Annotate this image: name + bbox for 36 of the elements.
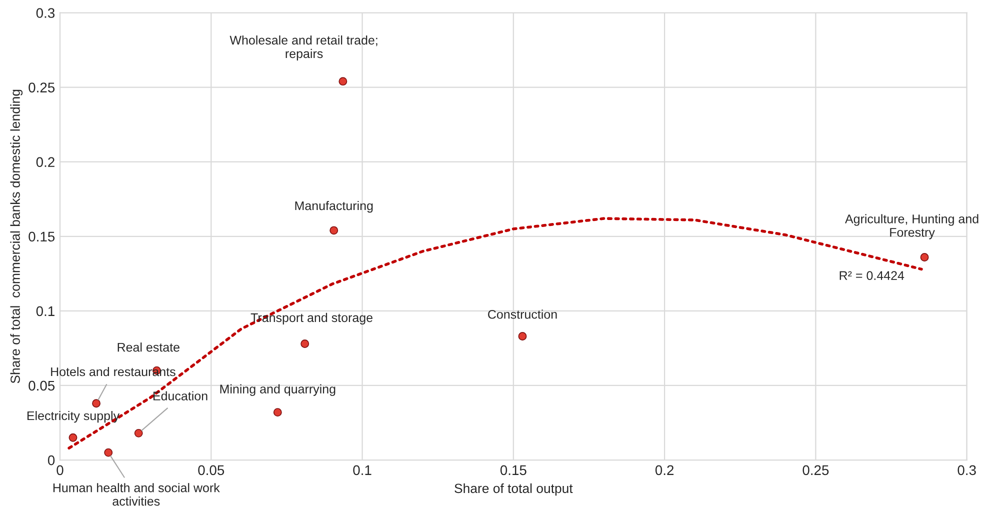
annotation: R² = 0.4424 bbox=[840, 271, 904, 280]
annotation: Mining and quarrying bbox=[220, 384, 336, 396]
annotation: Wholesale and retail trade; repairs bbox=[230, 35, 378, 61]
point bbox=[518, 332, 527, 340]
point bbox=[104, 448, 113, 457]
y-tick-label: 0.15 bbox=[28, 232, 55, 242]
annotation: Electricity supply bbox=[27, 410, 120, 423]
y-tick-label: 0.2 bbox=[36, 157, 54, 168]
x-tick-label: 0.25 bbox=[802, 465, 829, 476]
y-tick-label: 0.1 bbox=[36, 306, 54, 316]
point bbox=[68, 433, 78, 442]
x-tick-label: 0 bbox=[56, 465, 64, 476]
annotation: Agriculture, Hunting and Forestry bbox=[844, 214, 978, 240]
y-tick-label: 0 bbox=[48, 455, 55, 466]
point bbox=[920, 253, 929, 262]
annotation: Real estate bbox=[118, 342, 180, 352]
x-tick-label: 0.2 bbox=[655, 465, 674, 476]
annotation: Construction bbox=[488, 310, 557, 319]
point bbox=[92, 399, 100, 408]
point bbox=[338, 77, 348, 86]
x-tick-label: 0.05 bbox=[198, 465, 224, 476]
y-tick-label: 0.3 bbox=[36, 8, 55, 18]
x-axis-title: Share of total output bbox=[454, 483, 573, 496]
annotation: Education bbox=[153, 391, 208, 400]
y-tick-label: 0.05 bbox=[28, 380, 55, 391]
x-tick-label: 0.3 bbox=[958, 465, 976, 476]
annotation: Manufacturing bbox=[295, 200, 373, 213]
x-tick-label: 0.1 bbox=[353, 465, 372, 476]
point bbox=[330, 226, 338, 235]
point bbox=[273, 408, 282, 417]
y-tick-label: 0.25 bbox=[28, 82, 55, 92]
point bbox=[134, 428, 143, 438]
y-axis-title: Share of total commercial banks domestic lending bbox=[10, 90, 23, 384]
point bbox=[300, 340, 310, 348]
x-tick-label: 0.15 bbox=[500, 465, 526, 476]
annotation: Human health and social work activities bbox=[53, 483, 220, 506]
